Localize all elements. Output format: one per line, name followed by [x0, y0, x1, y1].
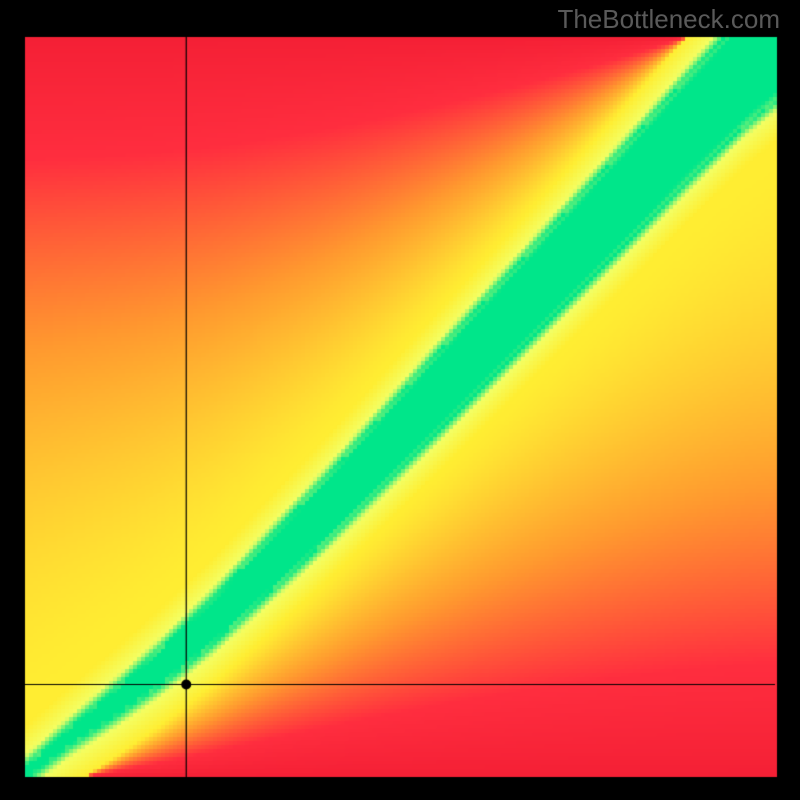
watermark-text: TheBottleneck.com [557, 4, 780, 35]
bottleneck-heatmap [0, 0, 800, 800]
